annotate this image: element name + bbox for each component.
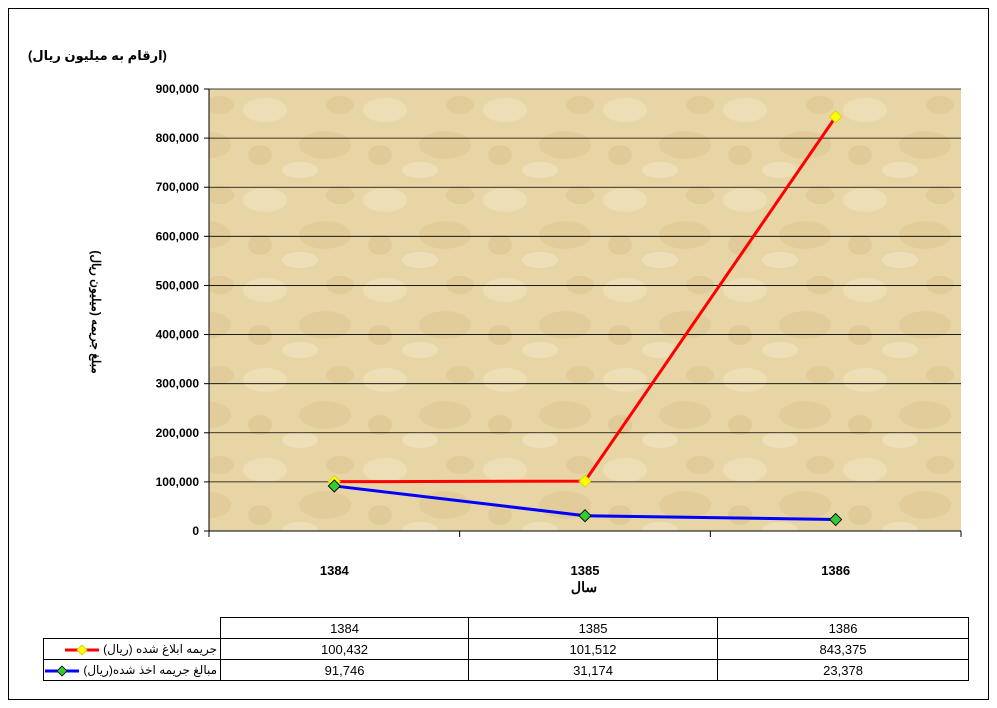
table-cell: 31,174 bbox=[468, 659, 719, 681]
y-tick-label: 900,000 bbox=[156, 82, 200, 96]
y-tick-labels: 0 100,000 200,000 300,000 400,000 500,000 600,… bbox=[156, 82, 200, 538]
x-tick-label: 1385 bbox=[571, 563, 600, 578]
table-cell: 100,432 bbox=[220, 638, 470, 660]
y-tick-label: 800,000 bbox=[156, 131, 200, 145]
table-corner bbox=[43, 617, 222, 639]
data-point bbox=[578, 509, 592, 523]
table-cell: 91,746 bbox=[220, 659, 470, 681]
y-tick-label: 700,000 bbox=[156, 180, 200, 194]
x-tick-label: 1384 bbox=[320, 563, 350, 578]
table-header-cell: 1384 bbox=[220, 617, 470, 639]
axes bbox=[204, 88, 962, 537]
y-tick-label: 200,000 bbox=[156, 426, 200, 440]
data-point bbox=[578, 474, 592, 488]
x-tick-label: 1386 bbox=[821, 563, 850, 578]
table-header-cell: 1386 bbox=[717, 617, 970, 639]
data-point bbox=[829, 110, 843, 124]
y-tick-label: 0 bbox=[192, 524, 199, 538]
y-axis-label: مبلغ جریمه (میلیون ریال) bbox=[88, 250, 103, 373]
data-table: 1384 1385 1386 جریمه ابلاغ شده (ریال) 10… bbox=[42, 617, 970, 681]
data-point bbox=[327, 479, 341, 493]
x-axis-label: سال bbox=[571, 579, 597, 595]
table-cell: 23,378 bbox=[717, 659, 970, 681]
table-cell: 101,512 bbox=[468, 638, 719, 660]
legend-key-blue-line-icon bbox=[45, 665, 79, 677]
legend-label: جریمه ابلاغ شده (ریال) bbox=[103, 642, 218, 656]
unit-note: (ارقام به میلیون ریال) bbox=[28, 48, 167, 63]
data-point bbox=[829, 512, 843, 527]
table-header-row: 1384 1385 1386 bbox=[43, 617, 970, 639]
plot-area bbox=[209, 89, 961, 531]
table-header-cell: 1385 bbox=[468, 617, 719, 639]
y-tick-label: 100,000 bbox=[156, 475, 200, 489]
table-cell: 843,375 bbox=[717, 638, 970, 660]
series-lines bbox=[327, 110, 843, 527]
table-row: مبالغ جریمه اخذ شده(ریال) 91,746 31,174 … bbox=[42, 659, 970, 681]
x-tick-labels: 1384 1385 1386 bbox=[320, 563, 850, 578]
gridlines bbox=[209, 88, 961, 483]
legend-entry-reported-fine: جریمه ابلاغ شده (ریال) bbox=[42, 638, 222, 660]
y-tick-label: 400,000 bbox=[156, 328, 200, 342]
legend-key-red-line-icon bbox=[64, 644, 99, 656]
y-tick-label: 500,000 bbox=[156, 278, 200, 292]
y-tick-label: 600,000 bbox=[156, 229, 200, 243]
legend-entry-collected-fine: مبالغ جریمه اخذ شده(ریال) bbox=[42, 659, 222, 681]
y-tick-label: 300,000 bbox=[156, 377, 200, 391]
table-row: جریمه ابلاغ شده (ریال) 100,432 101,512 8… bbox=[42, 638, 970, 660]
legend-label: مبالغ جریمه اخذ شده(ریال) bbox=[83, 663, 218, 677]
